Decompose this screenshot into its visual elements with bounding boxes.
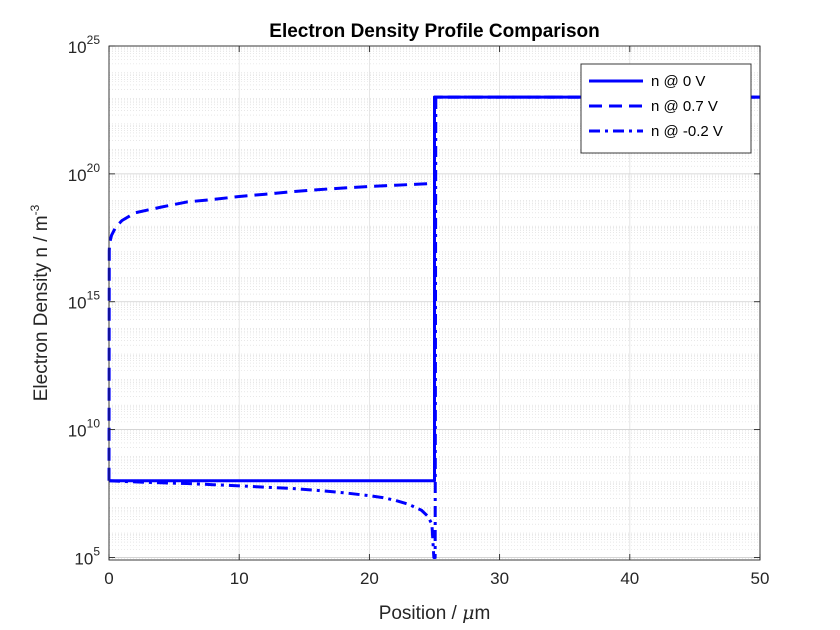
- legend: n @ 0 V n @ 0.7 V n @ -0.2 V: [580, 63, 752, 154]
- x-axis-label-unit: m: [474, 603, 490, 624]
- x-axis-label-text: Position /: [379, 603, 462, 624]
- y-tick-base: 10: [68, 422, 87, 441]
- y-tick-base: 10: [74, 549, 93, 568]
- x-tick-label: 20: [360, 569, 379, 588]
- y-tick-label: 1010: [68, 417, 101, 441]
- x-tick-label: 0: [104, 569, 113, 588]
- x-tick-label: 50: [751, 569, 770, 588]
- y-tick-label: 105: [74, 544, 100, 568]
- y-axis-label-text: Electron Density n / m: [31, 215, 52, 401]
- y-tick-label: 1020: [68, 161, 101, 185]
- y-tick-exponent: 10: [87, 417, 101, 431]
- y-axis-label-exponent: -3: [28, 204, 42, 215]
- x-axis-label-mu: μ: [462, 602, 474, 624]
- y-tick-base: 10: [68, 166, 87, 185]
- y-tick-label: 1025: [68, 33, 101, 57]
- y-tick-base: 10: [68, 294, 87, 313]
- y-axis-label: Electron Density n / m-3: [28, 204, 52, 401]
- x-axis-label: Position / μm: [379, 602, 491, 624]
- legend-label-1: n @ 0 V: [651, 73, 705, 90]
- series-line-2: [107, 95, 760, 481]
- y-tick-exponent: 15: [87, 289, 101, 303]
- chart-title: Electron Density Profile Comparison: [269, 21, 599, 42]
- legend-label-2: n @ 0.7 V: [651, 98, 718, 115]
- legend-label-3: n @ -0.2 V: [651, 123, 723, 140]
- y-tick-base: 10: [68, 38, 87, 57]
- x-tick-label: 40: [620, 569, 639, 588]
- grid-lines: [108, 45, 761, 561]
- x-tick-label: 30: [490, 569, 509, 588]
- axes-frame: [108, 45, 761, 561]
- y-tick-exponent: 25: [87, 33, 101, 47]
- y-tick-label: 1015: [68, 289, 101, 313]
- x-tick-label: 10: [230, 569, 249, 588]
- y-tick-exponent: 20: [87, 161, 101, 175]
- tick-marks: [108, 45, 761, 560]
- y-tick-exponent: 5: [93, 544, 100, 558]
- legend-box: [580, 63, 752, 154]
